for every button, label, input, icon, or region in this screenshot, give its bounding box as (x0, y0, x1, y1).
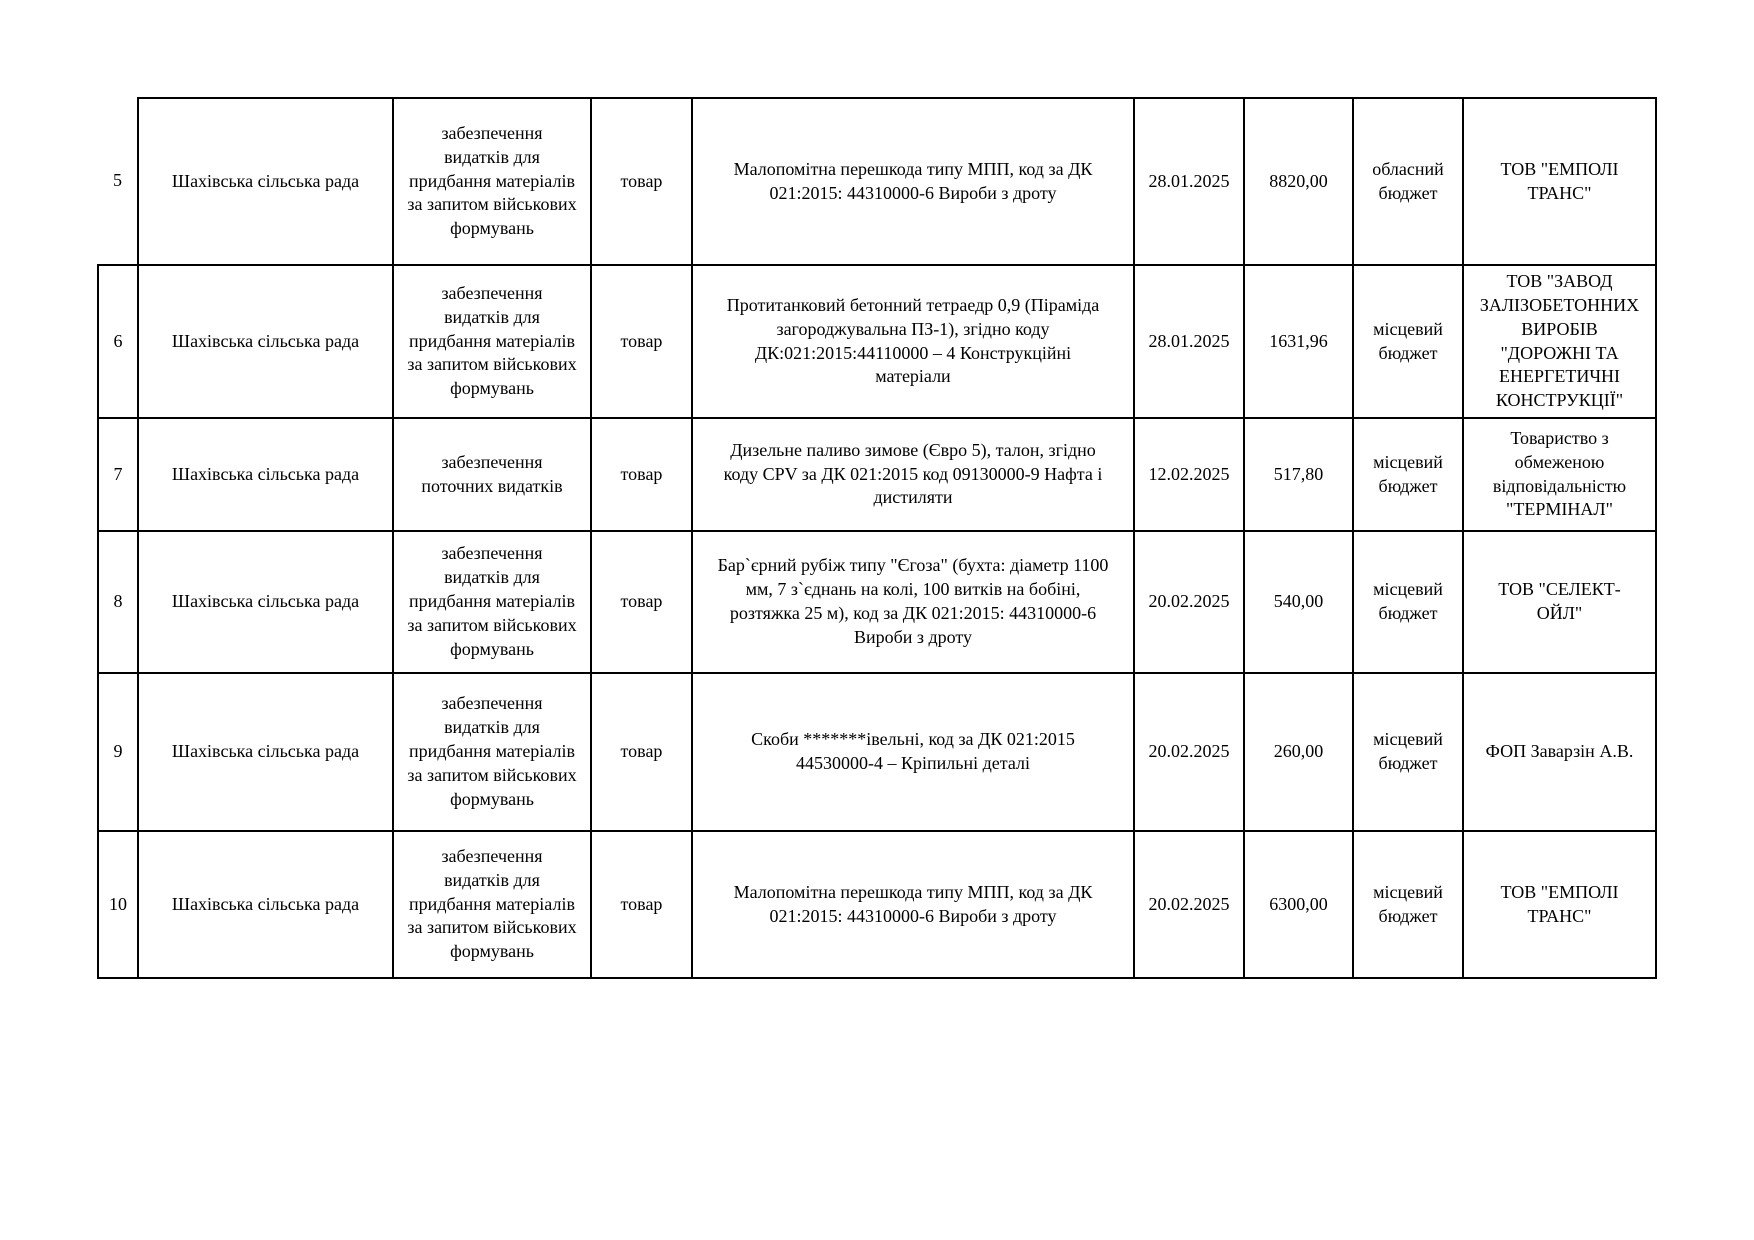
table-row: 10 Шахівська сільська рада забезпечення … (97, 830, 1657, 979)
type-cell: товар (590, 417, 693, 532)
type-cell: товар (590, 830, 693, 979)
customer-cell: Шахівська сільська рада (137, 530, 394, 674)
row-number-cell: 6 (97, 264, 139, 419)
date-cell: 20.02.2025 (1133, 530, 1245, 674)
amount-cell: 6300,00 (1243, 830, 1354, 979)
budget-cell: місцевий бюджет (1352, 264, 1464, 419)
supplier-cell: Товариство з обмеженою відповідальністю … (1462, 417, 1657, 532)
customer-cell: Шахівська сільська рада (137, 417, 394, 532)
date-cell: 20.02.2025 (1133, 672, 1245, 832)
row-number-cell: 7 (97, 417, 139, 532)
purpose-cell: забезпечення поточних видатків (392, 417, 592, 532)
supplier-cell: ТОВ "ЕМПОЛІ ТРАНС" (1462, 97, 1657, 266)
purpose-cell: забезпечення видатків для придбання мате… (392, 830, 592, 979)
purpose-cell: забезпечення видатків для придбання мате… (392, 264, 592, 419)
supplier-cell: ТОВ "ЕМПОЛІ ТРАНС" (1462, 830, 1657, 979)
budget-cell: місцевий бюджет (1352, 830, 1464, 979)
customer-cell: Шахівська сільська рада (137, 97, 394, 266)
row-number-cell: 5 (98, 98, 139, 266)
type-cell: товар (590, 97, 693, 266)
type-cell: товар (590, 672, 693, 832)
item-cell: Малопомітна перешкода типу МПП, код за Д… (691, 97, 1135, 266)
row-number-cell: 9 (97, 672, 139, 832)
amount-cell: 260,00 (1243, 672, 1354, 832)
procurement-table: 5 Шахівська сільська рада забезпечення в… (97, 97, 1657, 979)
amount-cell: 517,80 (1243, 417, 1354, 532)
type-cell: товар (590, 530, 693, 674)
date-cell: 28.01.2025 (1133, 97, 1245, 266)
item-cell: Протитанковий бетонний тетраедр 0,9 (Пір… (691, 264, 1135, 419)
amount-cell: 1631,96 (1243, 264, 1354, 419)
budget-cell: місцевий бюджет (1352, 530, 1464, 674)
customer-cell: Шахівська сільська рада (137, 672, 394, 832)
customer-cell: Шахівська сільська рада (137, 830, 394, 979)
table-row: 5 Шахівська сільська рада забезпечення в… (98, 97, 1657, 266)
date-cell: 20.02.2025 (1133, 830, 1245, 979)
date-cell: 28.01.2025 (1133, 264, 1245, 419)
type-cell: товар (590, 264, 693, 419)
supplier-cell: ТОВ "ЗАВОД ЗАЛІЗОБЕТОННИХ ВИРОБІВ "ДОРОЖ… (1462, 264, 1657, 419)
item-cell: Дизельне паливо зимове (Євро 5), талон, … (691, 417, 1135, 532)
budget-cell: обласний бюджет (1352, 97, 1464, 266)
supplier-cell: ТОВ "СЕЛЕКТ- ОЙЛ" (1462, 530, 1657, 674)
table-row: 9 Шахівська сільська рада забезпечення в… (97, 672, 1657, 832)
budget-cell: місцевий бюджет (1352, 417, 1464, 532)
purpose-cell: забезпечення видатків для придбання мате… (392, 530, 592, 674)
table-row: 6 Шахівська сільська рада забезпечення в… (97, 264, 1657, 419)
amount-cell: 540,00 (1243, 530, 1354, 674)
item-cell: Скоби *******івельні, код за ДК 021:2015… (691, 672, 1135, 832)
date-cell: 12.02.2025 (1133, 417, 1245, 532)
supplier-cell: ФОП Заварзін А.В. (1462, 672, 1657, 832)
row-number-cell: 8 (97, 530, 139, 674)
item-cell: Малопомітна перешкода типу МПП, код за Д… (691, 830, 1135, 979)
amount-cell: 8820,00 (1243, 97, 1354, 266)
table-row: 8 Шахівська сільська рада забезпечення в… (97, 530, 1657, 674)
row-number-cell: 10 (97, 830, 139, 979)
item-cell: Бар`єрний рубіж типу "Єгоза" (бухта: діа… (691, 530, 1135, 674)
table-row: 7 Шахівська сільська рада забезпечення п… (97, 417, 1657, 532)
customer-cell: Шахівська сільська рада (137, 264, 394, 419)
purpose-cell: забезпечення видатків для придбання мате… (392, 97, 592, 266)
budget-cell: місцевий бюджет (1352, 672, 1464, 832)
purpose-cell: забезпечення видатків для придбання мате… (392, 672, 592, 832)
